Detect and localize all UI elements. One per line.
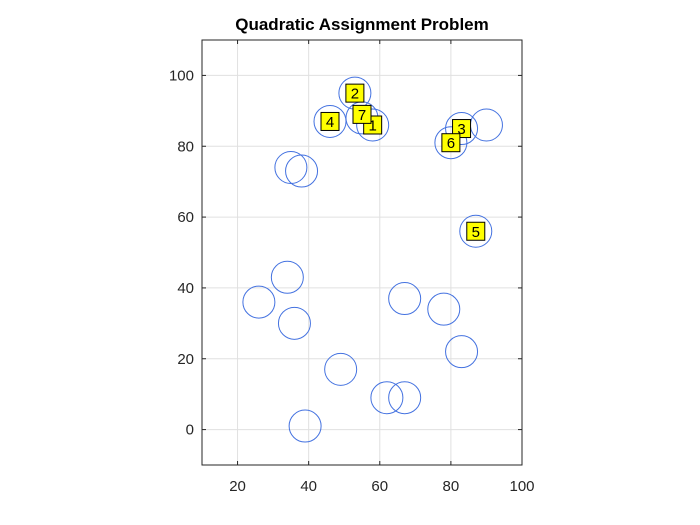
location-markers — [242, 76, 503, 443]
plot-frame — [201, 39, 523, 466]
y-tick-label: 80 — [177, 138, 194, 155]
assignment-label-box — [452, 119, 472, 139]
y-tick-label: 0 — [186, 422, 194, 439]
location-marker — [356, 108, 390, 142]
location-marker — [469, 108, 503, 142]
location-marker — [277, 306, 311, 340]
y-tick-label: 60 — [177, 209, 194, 226]
assignment-label-text: 7 — [358, 107, 366, 124]
assignment-label-box — [320, 111, 340, 131]
assignment-label-text: 4 — [326, 114, 334, 131]
location-marker — [445, 335, 479, 369]
assignment-label: 7 — [352, 104, 372, 124]
x-tick-label: 20 — [229, 478, 246, 495]
assignment-labels: 12 3 4 5 6 7 — [320, 83, 486, 241]
location-marker — [324, 352, 358, 386]
location-marker — [388, 282, 422, 316]
assignment-label-text: 6 — [447, 135, 455, 152]
location-marker — [434, 126, 468, 160]
chart-title: Quadratic Assignment Problem — [235, 15, 488, 34]
location-marker — [285, 154, 319, 188]
x-tick-label: 60 — [371, 478, 388, 495]
location-marker — [427, 292, 461, 326]
assignment-label-text: 5 — [472, 224, 480, 241]
assignment-label: 3 — [452, 119, 472, 139]
assignment-label: 6 — [441, 133, 461, 153]
x-tick-label: 100 — [509, 478, 534, 495]
y-tick-label: 20 — [177, 351, 194, 368]
assignment-label-box — [441, 133, 461, 153]
axes: 20 40 60 80 100 0 20 40 60 80 100 — [169, 39, 535, 495]
location-marker — [270, 260, 304, 294]
location-marker — [445, 112, 479, 146]
assignment-label-box — [345, 83, 365, 103]
assignment-label-text: 3 — [457, 121, 465, 138]
assignment-label: 5 — [466, 221, 486, 241]
location-marker — [288, 409, 322, 443]
grid — [202, 40, 523, 465]
assignment-label: 2 — [345, 83, 365, 103]
assignment-label-box — [352, 104, 372, 124]
assignment-label-text: 2 — [351, 86, 359, 103]
assignment-label: 4 — [320, 111, 340, 131]
location-marker — [242, 285, 276, 319]
assignment-label-box — [466, 221, 486, 241]
x-tick-label: 40 — [300, 478, 317, 495]
location-marker — [459, 214, 493, 248]
assignment-label-text: 1 — [368, 118, 376, 135]
x-tick-label: 80 — [443, 478, 460, 495]
location-marker — [370, 381, 404, 415]
y-tick-label: 100 — [169, 67, 194, 84]
location-marker — [388, 381, 422, 415]
location-marker — [274, 151, 308, 184]
y-tick-label: 40 — [177, 280, 194, 297]
